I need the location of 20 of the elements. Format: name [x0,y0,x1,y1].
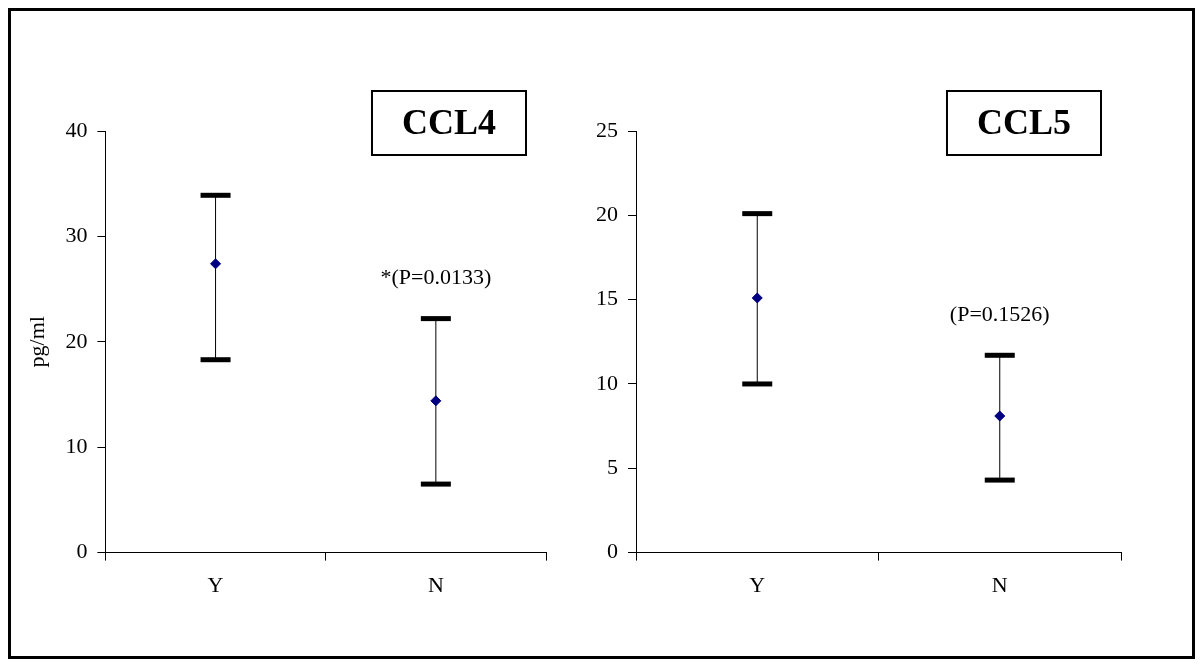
y-tick-label: 5 [607,454,618,480]
chart-title: CCL4 [401,102,496,143]
y-tick-label: 10 [65,432,88,458]
x-tick-label: N [427,571,444,597]
y-tick-label: 30 [65,222,88,248]
y-tick-label: 40 [65,116,88,142]
x-tick-label: N [991,571,1008,597]
y-tick-label: 0 [607,538,618,564]
y-tick-label: 0 [76,538,88,564]
annotation: (P=0.1526) [949,301,1050,327]
y-tick-label: 15 [596,285,618,311]
y-axis-title: pg/ml [23,316,49,368]
y-tick-label: 10 [596,369,618,395]
chart-title: CCL5 [976,102,1071,143]
y-tick-label: 25 [596,116,618,142]
y-tick-label: 20 [596,201,618,227]
x-tick-label: Y [207,571,224,597]
y-tick-label: 20 [65,327,88,353]
annotation: *(P=0.0133) [380,264,492,290]
x-tick-label: Y [749,571,766,597]
